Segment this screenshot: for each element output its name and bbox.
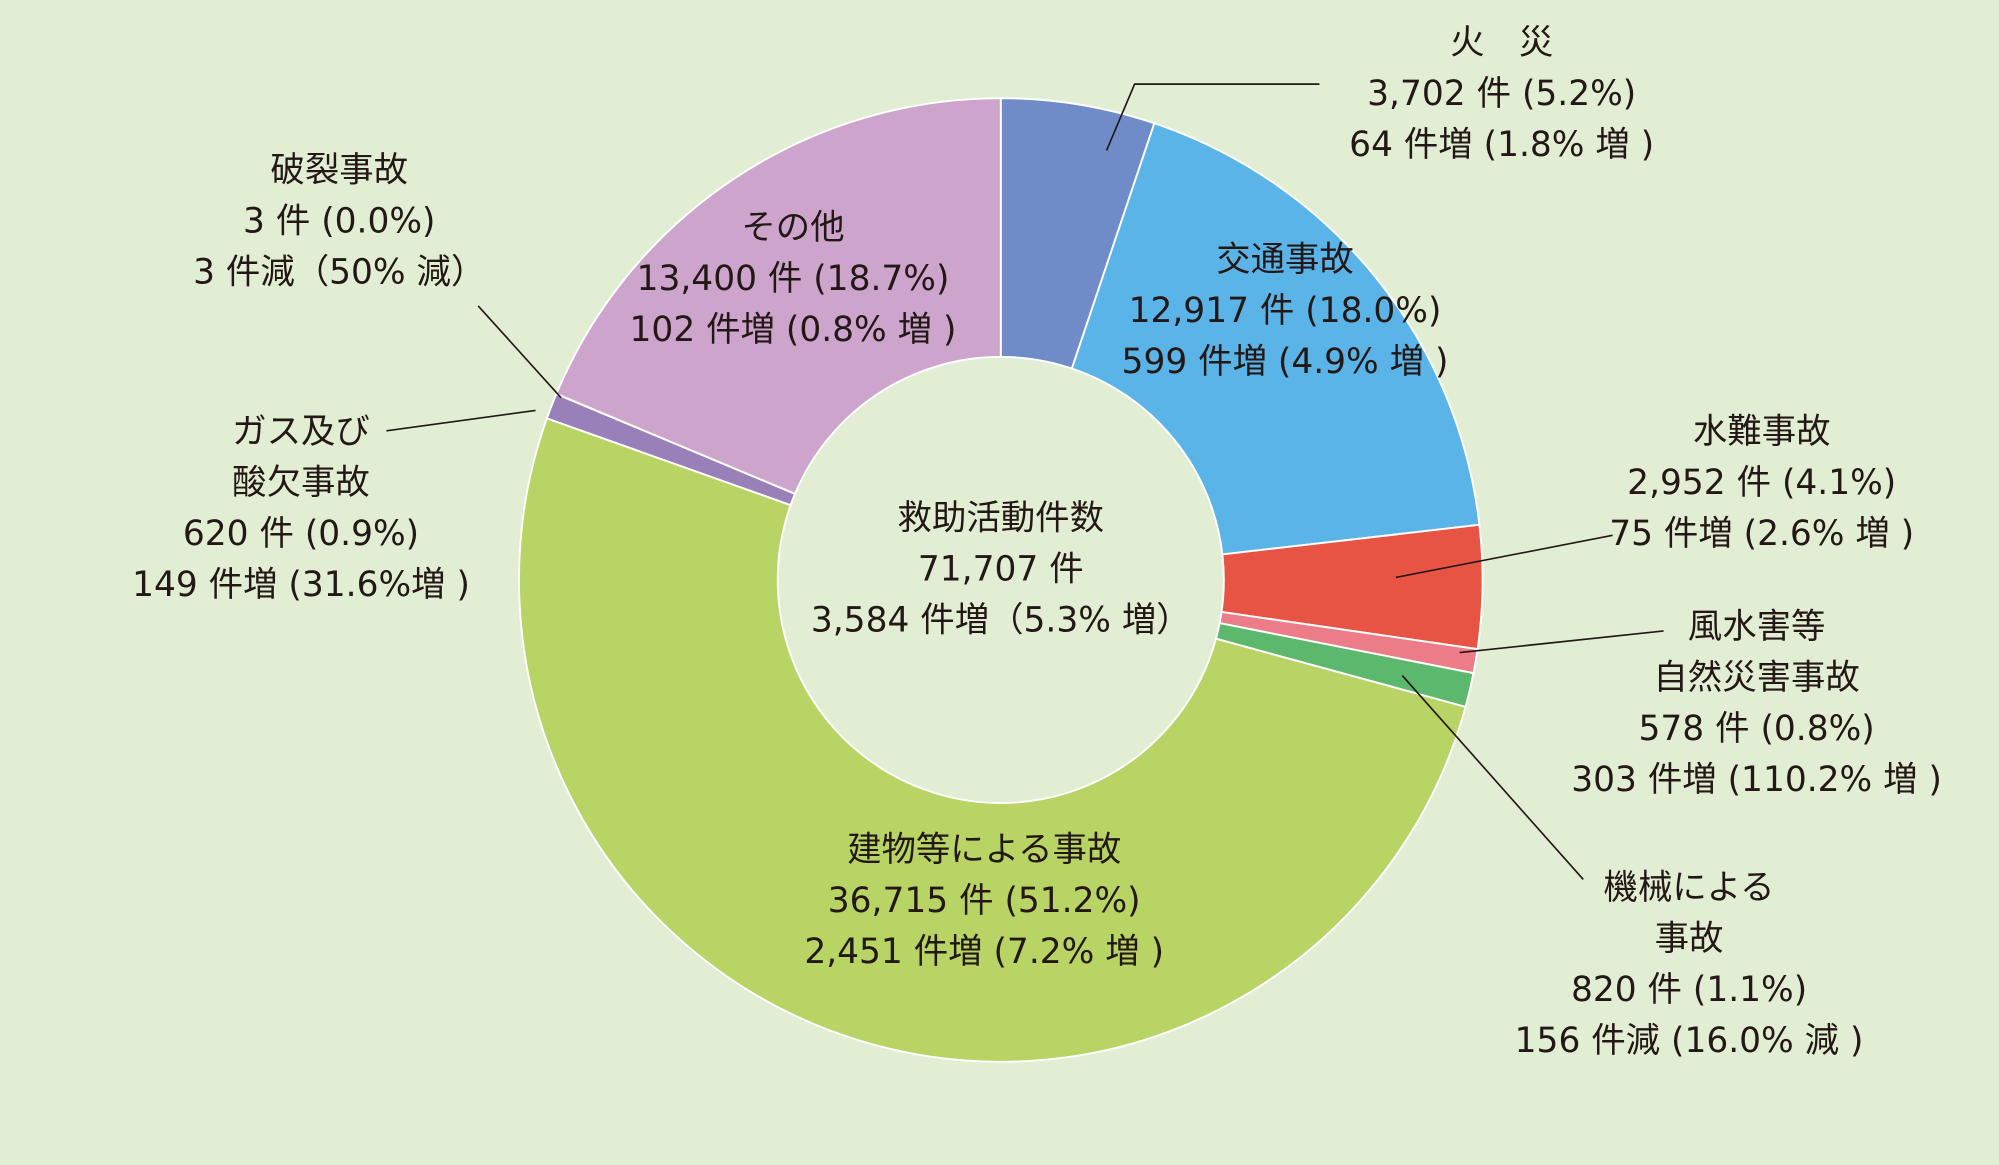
slice-name: 水難事故 bbox=[1693, 412, 1831, 452]
center-text: 救助活動件数 bbox=[898, 499, 1104, 539]
change-label: 3 件減（50% 減） bbox=[193, 253, 485, 293]
value-label: 12,917 件 (18.0%) bbox=[1129, 291, 1442, 331]
change-label: 64 件増 (1.8% 増 ) bbox=[1349, 125, 1654, 165]
slice-name: 破裂事故 bbox=[270, 151, 408, 191]
value-label: 578 件 (0.8%) bbox=[1639, 709, 1875, 749]
slice-name: その他 bbox=[741, 208, 844, 248]
slice-name: 風水害等 bbox=[1688, 607, 1826, 647]
leader-line bbox=[1395, 534, 1613, 579]
slice-name: 機械による bbox=[1604, 868, 1775, 908]
value-label: 13,400 件 (18.7%) bbox=[637, 259, 950, 299]
change-label: 102 件増 (0.8% 増 ) bbox=[630, 310, 957, 350]
leader-line bbox=[477, 305, 562, 399]
slice-name: 建物等による事故 bbox=[847, 830, 1121, 870]
value-label: 620 件 (0.9%) bbox=[183, 514, 419, 554]
slice-name: 自然災害事故 bbox=[1653, 658, 1859, 698]
change-label: 599 件増 (4.9% 増 ) bbox=[1122, 342, 1449, 382]
donut-slice bbox=[518, 417, 1467, 1063]
value-label: 820 件 (1.1%) bbox=[1571, 970, 1807, 1010]
change-label: 149 件増 (31.6%増 ) bbox=[132, 565, 470, 605]
change-label: 75 件増 (2.6% 増 ) bbox=[1609, 514, 1914, 554]
value-label: 3 件 (0.0%) bbox=[243, 202, 435, 242]
leader-line bbox=[1459, 630, 1664, 654]
change-label: 303 件増 (110.2% 増 ) bbox=[1571, 760, 1942, 800]
slice-name: 事故 bbox=[1655, 919, 1724, 959]
donut-slice bbox=[1070, 122, 1481, 556]
center-text: 71,707 件 bbox=[918, 550, 1084, 590]
change-label: 2,451 件増 (7.2% 増 ) bbox=[804, 932, 1164, 972]
value-label: 2,952 件 (4.1%) bbox=[1627, 463, 1896, 503]
slice-name: 酸欠事故 bbox=[232, 463, 370, 503]
slice-name: 交通事故 bbox=[1216, 240, 1354, 280]
slice-name: 火 災 bbox=[1450, 23, 1553, 63]
center-text: 3,584 件増（5.3% 増） bbox=[811, 601, 1191, 641]
leader-line bbox=[1105, 83, 1320, 151]
change-label: 156 件減 (16.0% 減 ) bbox=[1515, 1021, 1864, 1061]
value-label: 3,702 件 (5.2%) bbox=[1367, 74, 1636, 114]
donut-slice bbox=[555, 97, 1002, 496]
leader-line bbox=[386, 409, 536, 432]
slice-name: ガス及び bbox=[232, 412, 370, 452]
value-label: 36,715 件 (51.2%) bbox=[828, 881, 1141, 921]
leader-line bbox=[1401, 674, 1584, 881]
